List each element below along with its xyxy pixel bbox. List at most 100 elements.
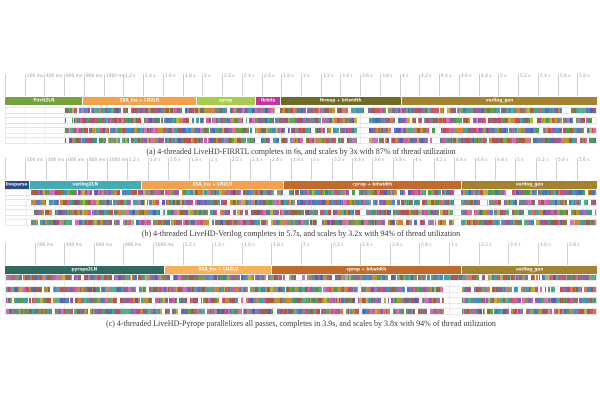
trace-strip xyxy=(461,210,596,215)
time-ruler: 200 ms 400 ms 600 ms 800 ms 1000 ms 1.2 s 1.4 … xyxy=(5,243,597,265)
ruler-tick-label: 800 ms xyxy=(125,242,142,248)
pass-segment-label: SSA_lns + LN2LG xyxy=(119,98,160,104)
ruler-tick: 5.4 s xyxy=(556,158,569,180)
ruler-tick: 1.2 s xyxy=(182,243,195,265)
ruler-tick-label: 1.4 s xyxy=(149,157,161,163)
ruler-tick-label: 2 s xyxy=(211,157,218,163)
ruler-tick: 2.8 s xyxy=(419,243,432,265)
ruler-tick: 800 ms xyxy=(123,243,141,265)
pass-segment-label: liveparse xyxy=(5,182,28,188)
pass-segment-pyrope2ln: pyrope2LN xyxy=(5,266,165,274)
ruler-tick-label: 5 s xyxy=(517,157,524,163)
ruler-tick-label: 3.8 s xyxy=(569,242,580,248)
ruler-tick-label: 2 s xyxy=(204,73,211,79)
ruler-tick-label: 4.4 s xyxy=(456,157,467,163)
ruler-tick-label: 5 s xyxy=(500,73,507,79)
caption-c: (c) 4-threaded LiveHD-Pyrope parallelize… xyxy=(106,319,496,328)
ruler-tick-label: 1.2 s xyxy=(129,157,140,163)
ruler-tick: 400 ms xyxy=(45,158,64,180)
ruler-tick: 4.4 s xyxy=(454,158,467,180)
ruler-tick: 3.6 s xyxy=(537,243,550,265)
trace-strip xyxy=(65,118,358,123)
ruler-tick-label: 3.8 s xyxy=(381,73,393,79)
ruler-tick: 2.2 s xyxy=(330,243,343,265)
pass-segment-cprop-bitwidth: cprop + bitwidth xyxy=(272,266,461,274)
ruler-tick-label: 1.2 s xyxy=(184,242,196,248)
ruler-tick: 800 ms xyxy=(83,74,102,96)
pass-segment-firbits: firbits xyxy=(256,97,281,105)
ruler-tick-label: 2.8 s xyxy=(292,157,304,163)
ruler-tick: 2.6 s xyxy=(270,158,283,180)
pass-bar: Firrtl2LN SSA_lns + LN2LG cprop firbits firm… xyxy=(5,97,597,105)
ruler-tick: 4.4 s xyxy=(439,74,452,96)
trace-chart-firrtl: 200 ms 400 ms 600 ms 800 ms 1000 ms 1.2 s 1.4 … xyxy=(5,74,597,156)
trace-strip xyxy=(461,200,480,205)
trace-strip xyxy=(30,190,455,195)
ruler-tick: 600 ms xyxy=(64,74,82,96)
trace-strip xyxy=(65,128,358,133)
pass-segment-firmap-bitwidth: firmap + bitwidth xyxy=(281,97,401,105)
ruler-tick-label: 1000 ms xyxy=(109,157,128,163)
ruler-tick-label: 800 ms xyxy=(88,157,105,163)
ruler-tick: 5.6 s xyxy=(576,158,589,180)
ruler-tick xyxy=(5,74,6,96)
ruler-tick: 1.8 s xyxy=(188,158,201,180)
ruler-tick: 5.8 s xyxy=(577,74,590,96)
ruler-tick xyxy=(5,243,6,265)
pass-segment-liveparse: liveparse xyxy=(5,181,29,189)
pass-segment-label: firmap + bitwidth xyxy=(320,98,362,104)
thread-row-2 xyxy=(5,199,597,206)
ruler-tick: 5.6 s xyxy=(557,74,570,96)
pass-bar: pyrope2LN SSA_lns + LN2LG cprop + bitwidth… xyxy=(5,266,597,274)
ruler-tick-label: 1.4 s xyxy=(214,242,225,248)
ruler-tick-label: 2 s xyxy=(303,242,310,248)
ruler-tick: 800 ms xyxy=(86,158,105,180)
pass-segment-label: cprop + bitwidth xyxy=(352,182,393,188)
trace-strip xyxy=(462,287,596,292)
ruler-tick: 3 s xyxy=(301,74,309,96)
ruler-tick: 2.2 s xyxy=(222,74,235,96)
thread-row-4 xyxy=(5,219,597,226)
ruler-tick-label: 3.4 s xyxy=(354,157,365,163)
ruler-tick-label: 5.6 s xyxy=(578,157,590,163)
ruler-tick: 1.8 s xyxy=(271,243,284,265)
ruler-tick-label: 1.4 s xyxy=(145,73,156,79)
pass-segment-label: verilog_gen xyxy=(515,182,544,188)
ruler-tick-label: 3 s xyxy=(451,242,458,248)
ruler-tick: 2.4 s xyxy=(360,243,373,265)
pass-segment-ssa-lns-ln2lg: SSA_lns + LN2LG xyxy=(83,97,196,105)
thread-row-1 xyxy=(5,189,597,196)
ruler-tick: 2.6 s xyxy=(261,74,274,96)
ruler-tick: 2.4 s xyxy=(249,158,262,180)
ruler-tick: 600 ms xyxy=(66,158,84,180)
ruler-tick-label: 4 s xyxy=(415,157,422,163)
trace-strip xyxy=(6,309,445,314)
trace-strip xyxy=(65,108,563,113)
ruler-tick: 1.8 s xyxy=(182,74,195,96)
ruler-tick: 3.8 s xyxy=(567,243,580,265)
ruler-tick: 2.8 s xyxy=(281,74,294,96)
pass-bar: liveparse verilog2LN SSA_lns + LN2LG cprop … xyxy=(5,181,598,189)
ruler-tick: 1.4 s xyxy=(147,158,160,180)
ruler-tick-label: 4.4 s xyxy=(441,73,452,79)
ruler-tick: 1000 ms xyxy=(153,243,174,265)
ruler-tick: 5.2 s xyxy=(535,158,548,180)
ruler-tick: 4.2 s xyxy=(419,74,432,96)
pass-segment-ssa-lns-ln2lg: SSA_lns + LN2LG xyxy=(142,181,284,189)
ruler-tick-label: 5.2 s xyxy=(537,157,549,163)
ruler-tick-label: 4.6 s xyxy=(460,73,472,79)
trace-strip xyxy=(461,190,596,195)
pass-segment-label: SSA_lns + LN2LG xyxy=(198,267,238,273)
pass-segment-firrtl2ln: Firrtl2LN xyxy=(5,97,83,105)
ruler-tick: 1.6 s xyxy=(168,158,181,180)
ruler-tick: 3.2 s xyxy=(331,158,344,180)
ruler-tick: 3.2 s xyxy=(320,74,333,96)
time-ruler: 200 ms 400 ms 600 ms 800 ms 1000 ms 1.2 s 1.4 … xyxy=(5,158,597,180)
pass-segment-verilog-gen: verilog_gen xyxy=(461,181,598,189)
ruler-tick-label: 200 ms xyxy=(27,157,44,163)
ruler-tick: 3.4 s xyxy=(340,74,353,96)
ruler-tick-label: 2.4 s xyxy=(243,73,255,79)
ruler-tick-label: 1000 ms xyxy=(155,242,174,248)
thread-row-3 xyxy=(5,297,597,304)
